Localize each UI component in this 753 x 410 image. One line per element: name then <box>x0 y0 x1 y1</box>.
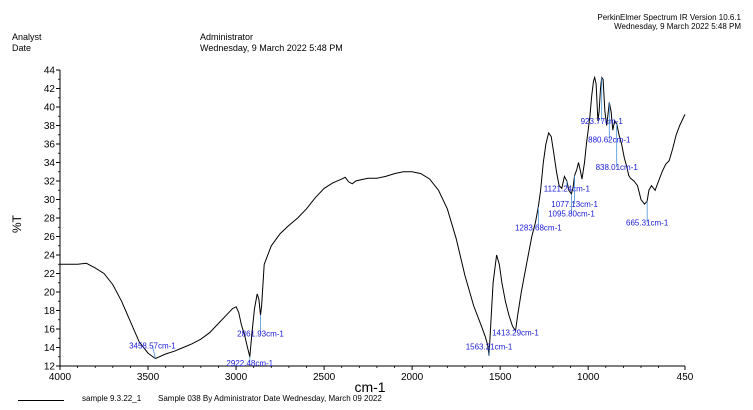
y-tick-label: 34 <box>44 158 56 169</box>
x-tick-label: 450 <box>677 372 694 383</box>
y-tick-label: 16 <box>44 325 56 336</box>
analyst-value: Administrator <box>200 32 254 42</box>
peak-label: 923.77cm-1 <box>581 117 624 126</box>
y-tick-label: 40 <box>44 103 56 114</box>
x-tick-label: 1500 <box>489 372 512 383</box>
y-tick-label: 38 <box>44 121 56 132</box>
y-tick-label: 24 <box>44 251 56 262</box>
date-label: Date <box>12 43 32 53</box>
y-tick-label: 44 <box>44 66 56 77</box>
peak-label: 1283.68cm-1 <box>515 223 562 232</box>
chart-ticks: 12 14 16 18 20 22 24 26 28 30 32 34 36 38 40 42 44 4000 35… <box>44 66 694 384</box>
peak-label: 838.01cm-1 <box>596 163 639 172</box>
y-tick-label: 36 <box>44 140 56 151</box>
peak-label: 880.62cm-1 <box>588 135 631 144</box>
peak-label: 1413.29cm-1 <box>492 329 539 338</box>
y-axis-label: %T <box>10 214 24 233</box>
legend-line-swatch <box>18 400 64 401</box>
y-tick-label: 42 <box>44 84 56 95</box>
legend-sample-name: sample 9.3.22_1 <box>82 394 142 403</box>
spectrum-line <box>60 75 686 360</box>
x-tick-label: 2000 <box>401 372 424 383</box>
x-tick-label: 1000 <box>577 372 600 383</box>
x-tick-label: 4000 <box>49 372 72 383</box>
peak-leader-line <box>152 345 156 359</box>
y-tick-label: 20 <box>44 288 56 299</box>
y-tick-label: 30 <box>44 195 56 206</box>
peak-label: 3458.57cm-1 <box>129 342 176 351</box>
peak-annotations: 3458.57cm-1 2922.48cm-1 2861.93cm-1 1563.21… <box>129 77 669 368</box>
x-axis-label: cm-1 <box>354 379 385 395</box>
x-tick-label: 2500 <box>313 372 336 383</box>
x-tick-label: 3500 <box>137 372 160 383</box>
peak-label: 1121.24cm-1 <box>544 184 591 193</box>
x-tick-label: 3000 <box>225 372 248 383</box>
peak-label: 1095.80cm-1 <box>548 209 595 218</box>
y-tick-label: 22 <box>44 269 56 280</box>
y-tick-label: 26 <box>44 232 56 243</box>
report-timestamp: Wednesday, 9 March 2022 5:48 PM <box>614 22 741 31</box>
y-tick-label: 32 <box>44 177 56 188</box>
y-tick-label: 28 <box>44 214 56 225</box>
analyst-label: Analyst <box>12 32 42 42</box>
peak-label: 1563.21cm-1 <box>466 343 513 352</box>
peak-label: 1077.13cm-1 <box>551 200 598 209</box>
y-tick-label: 12 <box>44 362 56 373</box>
peak-label: 2861.93cm-1 <box>237 330 284 339</box>
peak-label: 665.31cm-1 <box>626 219 669 228</box>
date-value: Wednesday, 9 March 2022 5:48 PM <box>200 43 343 53</box>
legend-description: Sample 038 By Administrator Date Wednesd… <box>158 394 382 403</box>
y-tick-label: 18 <box>44 306 56 317</box>
software-version: PerkinElmer Spectrum IR Version 10.6.1 <box>597 13 741 22</box>
y-tick-label: 14 <box>44 343 56 354</box>
peak-label: 2922.48cm-1 <box>226 359 273 368</box>
